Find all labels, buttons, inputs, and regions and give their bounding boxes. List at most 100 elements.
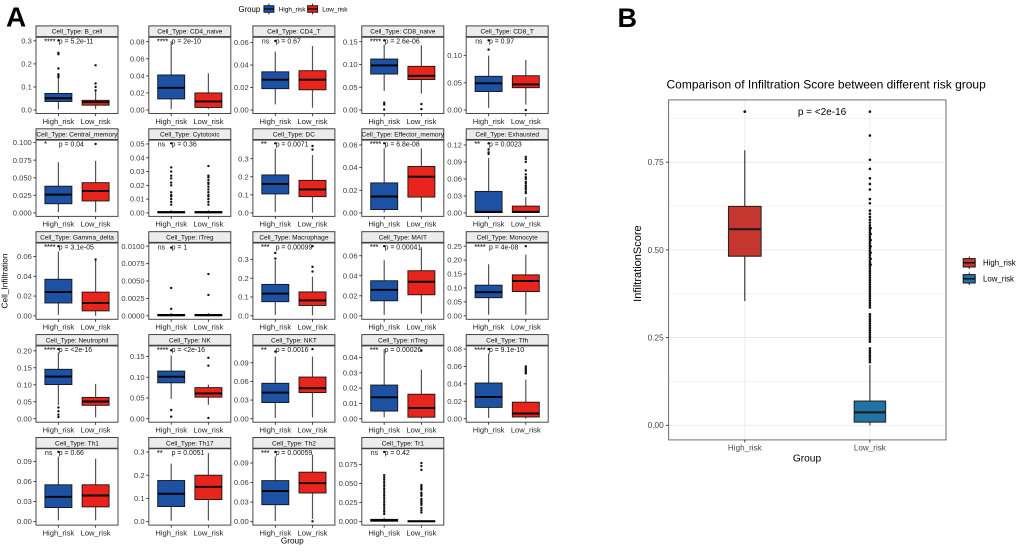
svg-text:****: **** [44,37,55,46]
svg-text:p = 1: p = 1 [172,244,188,251]
svg-text:****: **** [370,140,381,149]
svg-text:0.02: 0.02 [130,181,145,190]
svg-text:0.0100: 0.0100 [121,242,144,251]
svg-text:0.15: 0.15 [17,363,32,372]
svg-text:Group: Group [239,5,261,14]
svg-text:0.00: 0.00 [130,209,145,218]
svg-text:Cell_Type: Monocyte: Cell_Type: Monocyte [477,235,538,242]
svg-text:Low_risk: Low_risk [983,275,1014,284]
svg-text:0.04: 0.04 [447,380,462,389]
svg-text:Cell_Type: Cytotoxic: Cell_Type: Cytotoxic [160,132,220,139]
svg-text:0.03: 0.03 [343,368,358,377]
svg-text:High_risk: High_risk [473,117,505,126]
svg-text:Cell_Type: CD8_T: Cell_Type: CD8_T [480,29,534,36]
svg-text:p = 0.36: p = 0.36 [172,141,197,148]
svg-text:0.00: 0.00 [234,517,249,526]
svg-text:Cell_Type: Exhausted: Cell_Type: Exhausted [475,132,539,139]
svg-text:0.3: 0.3 [238,255,249,264]
svg-text:Low_risk: Low_risk [298,117,328,126]
svg-text:Cell_Type: nTreg: Cell_Type: nTreg [378,337,428,344]
svg-text:p = 0.97: p = 0.97 [489,39,514,46]
svg-text:0.05: 0.05 [447,298,462,307]
svg-text:0.0050: 0.0050 [121,277,144,286]
svg-text:0.10: 0.10 [447,51,462,60]
svg-text:p = 2e-10: p = 2e-10 [172,39,201,46]
svg-text:B: B [618,3,638,33]
svg-text:0.3: 0.3 [21,36,32,45]
svg-text:0.09: 0.09 [234,459,249,468]
svg-text:Cell_Type: Central_memory: Cell_Type: Central_memory [36,132,118,139]
svg-text:p = 0.42: p = 0.42 [385,450,410,457]
svg-text:High_risk: High_risk [368,426,400,435]
svg-text:p = 2.6e-06: p = 2.6e-06 [385,39,420,46]
svg-text:Cell_Type: NKT: Cell_Type: NKT [271,337,317,344]
svg-text:0.000: 0.000 [13,209,32,218]
svg-text:Cell_Type: Neutrophil: Cell_Type: Neutrophil [46,337,109,344]
svg-text:0.06: 0.06 [447,175,462,184]
svg-text:Group: Group [281,536,304,545]
svg-text:****: **** [370,37,381,46]
svg-text:0.06: 0.06 [234,478,249,487]
svg-text:0.00: 0.00 [343,311,358,320]
svg-text:p = 0.00099: p = 0.00099 [276,244,313,251]
svg-text:0.02: 0.02 [447,397,462,406]
svg-text:High_risk: High_risk [473,220,505,229]
svg-text:0.00: 0.00 [447,209,462,218]
svg-text:High_risk: High_risk [473,426,505,435]
svg-text:Low_risk: Low_risk [406,117,436,126]
svg-text:0.01: 0.01 [343,399,358,408]
svg-text:p = 9.1e-10: p = 9.1e-10 [489,347,524,354]
svg-text:p = 4e-08: p = 4e-08 [489,244,518,251]
svg-text:Cell_Type: Effector_memory: Cell_Type: Effector_memory [362,132,445,139]
svg-text:High_risk: High_risk [155,528,187,537]
svg-text:p = 0.04: p = 0.04 [59,141,84,148]
svg-text:0.04: 0.04 [130,153,145,162]
svg-text:0.02: 0.02 [343,291,358,300]
svg-text:Cell_Type: Th1: Cell_Type: Th1 [55,440,99,447]
svg-text:Low_risk: Low_risk [406,528,436,537]
svg-text:0.04: 0.04 [130,71,145,80]
svg-text:0.09: 0.09 [17,457,32,466]
svg-text:0.01: 0.01 [130,195,145,204]
svg-text:0.2: 0.2 [21,60,32,69]
svg-text:Cell_Type: CD4_T: Cell_Type: CD4_T [267,29,321,36]
svg-text:p = <2e-16: p = <2e-16 [172,347,206,354]
svg-text:0.02: 0.02 [130,89,145,98]
svg-text:0.00: 0.00 [234,106,249,115]
svg-text:0.04: 0.04 [17,272,32,281]
svg-text:Cell_Type: iTreg: Cell_Type: iTreg [166,235,214,242]
svg-text:Low_risk: Low_risk [511,426,541,435]
svg-text:0.00: 0.00 [343,106,358,115]
svg-text:Cell_Type: MAIT: Cell_Type: MAIT [379,235,427,242]
svg-text:0.09: 0.09 [447,158,462,167]
svg-text:0.25: 0.25 [648,333,665,343]
svg-text:0.00: 0.00 [17,414,32,423]
svg-text:High_risk: High_risk [728,444,763,453]
svg-text:High_risk: High_risk [259,117,291,126]
svg-text:High_risk: High_risk [259,426,291,435]
svg-text:****: **** [474,243,485,252]
svg-text:0.20: 0.20 [447,256,462,265]
svg-text:p = 0.00059: p = 0.00059 [276,450,313,457]
svg-text:Low_risk: Low_risk [406,426,436,435]
svg-text:0.00: 0.00 [447,106,462,115]
svg-text:p = 0.0016: p = 0.0016 [276,347,309,354]
svg-text:0.1: 0.1 [238,293,249,302]
svg-text:High_risk: High_risk [259,220,291,229]
svg-text:High_risk: High_risk [279,7,306,14]
svg-text:Low_risk: Low_risk [406,323,436,332]
svg-text:0.06: 0.06 [234,377,249,386]
svg-text:p = 0.67: p = 0.67 [276,39,301,46]
svg-text:Low_risk: Low_risk [854,444,887,453]
svg-text:0.15: 0.15 [343,37,358,46]
svg-text:High_risk: High_risk [259,528,291,537]
svg-text:p = 0.0051: p = 0.0051 [172,450,205,457]
svg-text:Low_risk: Low_risk [193,323,223,332]
svg-text:0.1: 0.1 [134,494,145,503]
svg-text:0.03: 0.03 [17,497,32,506]
svg-text:0.06: 0.06 [343,141,358,150]
svg-text:Low_risk: Low_risk [298,426,328,435]
svg-text:High_risk: High_risk [368,528,400,537]
svg-text:0.05: 0.05 [343,83,358,92]
svg-text:0.00: 0.00 [17,517,32,526]
